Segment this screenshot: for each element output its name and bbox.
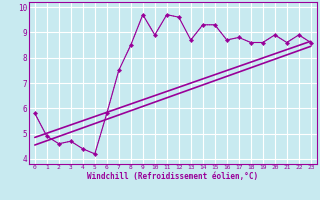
- X-axis label: Windchill (Refroidissement éolien,°C): Windchill (Refroidissement éolien,°C): [87, 172, 258, 181]
